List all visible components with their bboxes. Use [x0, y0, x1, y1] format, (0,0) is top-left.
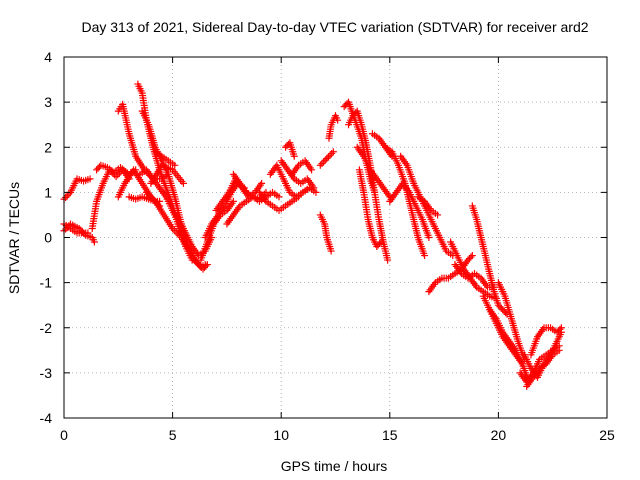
- data-point: [80, 230, 88, 238]
- x-tick-label: 25: [599, 427, 615, 443]
- data-point: [275, 193, 283, 201]
- data-point: [229, 197, 237, 205]
- data-point: [467, 253, 475, 261]
- series-tr45: [494, 279, 528, 363]
- data-point: [75, 224, 83, 232]
- y-tick-label: 1: [44, 184, 52, 200]
- data-point: [555, 346, 563, 354]
- y-tick-label: 0: [44, 230, 52, 246]
- x-tick-label: 15: [382, 427, 398, 443]
- data-point: [312, 188, 320, 196]
- series-tr25: [288, 157, 316, 178]
- y-tick-labels: -4 -3 -2 -1 0 1 2 3 4: [40, 49, 53, 426]
- y-axis-label: SDTVAR / TECUs: [6, 182, 22, 294]
- y-tick-label: 3: [44, 94, 52, 110]
- series-tr29: [325, 112, 342, 142]
- data-point: [62, 193, 70, 201]
- data-point: [434, 211, 442, 219]
- series-tr13: [151, 148, 179, 169]
- data-point: [65, 190, 73, 198]
- series-tr12: [143, 188, 211, 273]
- data-point: [194, 260, 202, 268]
- series-tr49: [523, 346, 563, 390]
- series-tr48: [527, 324, 565, 359]
- data-point: [502, 309, 510, 317]
- data-point: [202, 262, 210, 270]
- data-point: [308, 166, 316, 174]
- x-tick-label: 20: [491, 427, 507, 443]
- x-tick-label: 10: [273, 427, 289, 443]
- chart-title: Day 313 of 2021, Sidereal Day-to-day VTE…: [81, 19, 588, 35]
- data-point: [63, 223, 71, 231]
- data-point: [377, 238, 385, 246]
- y-tick-label: 2: [44, 139, 52, 155]
- y-tick-label: -4: [40, 410, 53, 426]
- data-point: [327, 247, 335, 255]
- data-point: [203, 261, 211, 269]
- data-point: [171, 161, 179, 169]
- grid-lines: [64, 57, 607, 418]
- data-point: [320, 158, 328, 166]
- y-tick-label: -3: [40, 365, 53, 381]
- series-tr33: [355, 166, 385, 251]
- data-point: [86, 175, 94, 183]
- data-points: [60, 80, 565, 390]
- series-tr38: [414, 193, 442, 219]
- data-point: [90, 238, 98, 246]
- data-point: [376, 240, 384, 248]
- data-point: [328, 149, 336, 157]
- data-point: [192, 258, 200, 266]
- series-tr20: [229, 170, 283, 205]
- data-point: [77, 226, 85, 234]
- tick-marks: [63, 56, 608, 419]
- series-tr35: [381, 143, 429, 260]
- series-tr39: [425, 252, 476, 296]
- x-tick-labels: 0 5 10 15 20 25: [60, 427, 615, 443]
- series-tr24: [282, 139, 298, 160]
- data-point: [321, 156, 329, 164]
- data-point: [468, 252, 476, 260]
- data-point: [425, 234, 433, 241]
- data-point: [326, 151, 334, 159]
- series-tr36: [386, 179, 433, 241]
- data-point: [63, 192, 71, 200]
- series-tr14: [147, 161, 187, 187]
- series-tr28: [316, 148, 337, 169]
- series-tr27: [316, 211, 335, 255]
- series-tr41: [451, 261, 498, 291]
- data-point: [290, 152, 298, 160]
- data-point: [384, 256, 392, 264]
- data-point: [78, 228, 86, 236]
- data-point: [323, 155, 331, 163]
- data-point: [329, 148, 337, 156]
- data-point: [556, 325, 564, 333]
- series-tr03: [60, 220, 98, 246]
- series-tr26: [299, 184, 320, 196]
- data-point: [316, 161, 324, 169]
- x-tick-label: 5: [169, 427, 177, 443]
- data-point: [557, 324, 565, 332]
- data-point: [179, 179, 187, 187]
- data-point: [62, 225, 70, 233]
- data-point: [258, 179, 266, 187]
- x-axis-label: GPS time / hours: [281, 458, 388, 474]
- data-point: [112, 173, 120, 181]
- y-tick-label: -2: [40, 320, 53, 336]
- data-point: [196, 262, 204, 270]
- y-tick-label: 4: [44, 49, 52, 65]
- data-point: [318, 160, 326, 168]
- data-point: [334, 116, 342, 124]
- data-point: [421, 252, 429, 260]
- y-tick-label: -1: [40, 275, 53, 291]
- data-point: [324, 153, 332, 161]
- x-tick-label: 0: [60, 427, 68, 443]
